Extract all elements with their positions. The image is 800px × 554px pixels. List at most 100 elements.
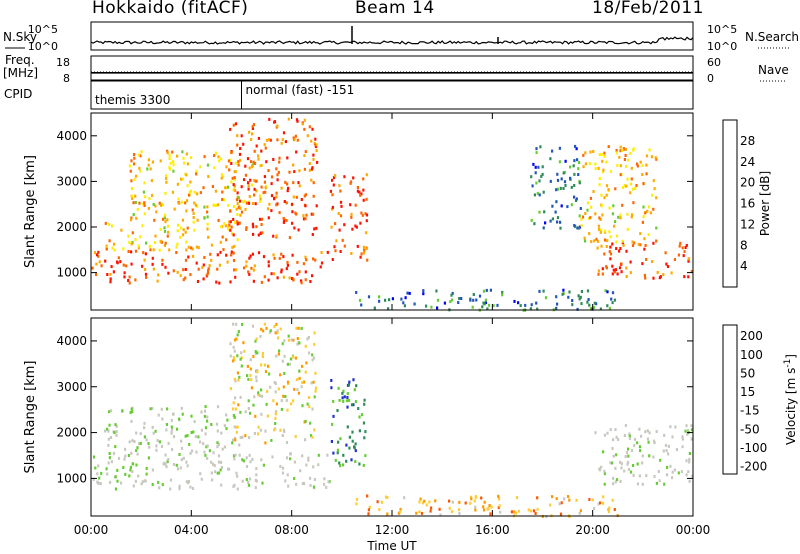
echo-cell xyxy=(564,184,567,187)
echo-cell xyxy=(612,482,615,486)
echo-cell xyxy=(231,441,234,445)
echo-cell xyxy=(192,430,195,434)
echo-cell xyxy=(166,234,169,238)
echo-cell xyxy=(182,228,185,232)
echo-cell xyxy=(305,213,308,217)
echo-cell xyxy=(184,434,187,438)
echo-cell xyxy=(671,476,674,480)
echo-cell xyxy=(647,233,650,237)
echo-cell xyxy=(151,483,154,486)
echo-cell xyxy=(107,437,110,441)
y-tick-label: 2000 xyxy=(56,220,87,234)
noise-sky-line xyxy=(90,36,694,45)
echo-cell xyxy=(206,415,209,419)
echo-cell xyxy=(457,508,461,512)
colorbar-tick-label: 4 xyxy=(740,259,748,273)
echo-cell xyxy=(257,432,260,436)
echo-cell xyxy=(450,293,453,297)
echo-cell xyxy=(232,401,235,405)
echo-cell xyxy=(281,434,284,437)
echo-cell xyxy=(248,453,251,457)
echo-cell xyxy=(107,443,110,447)
echo-cell xyxy=(190,414,193,418)
echo-cell xyxy=(191,247,194,251)
echo-cell xyxy=(140,150,143,154)
echo-cell xyxy=(573,224,576,227)
y-tick-label: 1000 xyxy=(56,266,87,280)
echo-cell xyxy=(291,221,294,225)
echo-cell xyxy=(619,213,622,217)
echo-cell xyxy=(358,429,361,433)
echo-cell xyxy=(273,428,276,432)
echo-cell xyxy=(312,257,315,261)
echo-cell xyxy=(483,302,486,306)
echo-cell xyxy=(628,432,631,436)
echo-cell xyxy=(119,260,122,264)
echo-cell xyxy=(192,254,195,258)
echo-cell xyxy=(106,273,109,276)
echo-cell xyxy=(311,435,314,439)
echo-cell xyxy=(239,158,242,162)
echo-cell xyxy=(167,441,170,445)
echo-cell xyxy=(315,149,318,153)
echo-cell xyxy=(292,136,295,140)
echo-cell xyxy=(589,150,592,154)
echo-cell xyxy=(277,170,280,174)
echo-cell xyxy=(363,436,366,440)
echo-cell xyxy=(260,149,263,153)
echo-cell xyxy=(252,279,255,283)
echo-cell xyxy=(336,448,340,452)
echo-cell xyxy=(257,251,261,255)
echo-cell xyxy=(631,240,634,244)
echo-cell xyxy=(342,453,345,457)
echo-cell xyxy=(167,224,170,228)
echo-cell xyxy=(286,362,289,366)
echo-cell xyxy=(237,206,240,210)
echo-cell xyxy=(98,260,101,264)
echo-cell xyxy=(249,160,253,164)
echo-cell xyxy=(566,205,569,209)
echo-cell xyxy=(246,374,249,378)
echo-cell xyxy=(677,471,680,475)
echo-cell xyxy=(216,405,220,409)
echo-cell xyxy=(232,233,235,237)
echo-cell xyxy=(109,480,112,484)
echo-cell xyxy=(297,228,300,232)
echo-cell xyxy=(208,449,211,453)
echo-cell xyxy=(308,396,311,400)
echo-cell xyxy=(603,433,606,437)
echo-cell xyxy=(280,407,283,411)
echo-cell xyxy=(139,441,142,445)
echo-cell xyxy=(606,431,609,435)
echo-cell xyxy=(234,407,237,411)
echo-cell xyxy=(181,150,184,154)
echo-cell xyxy=(515,496,519,500)
echo-cell xyxy=(474,495,477,498)
echo-cell xyxy=(567,295,570,299)
echo-cell xyxy=(306,134,309,138)
echo-cell xyxy=(154,241,157,244)
echo-cell xyxy=(262,191,265,195)
echo-cell xyxy=(138,166,141,170)
echo-cell xyxy=(159,227,162,231)
echo-cell xyxy=(259,197,262,201)
echo-cell xyxy=(342,389,345,393)
echo-cell xyxy=(190,449,194,453)
echo-cell xyxy=(423,499,426,503)
echo-cell xyxy=(249,477,252,481)
echo-cell xyxy=(589,196,592,200)
colorbar-tick-label: 24 xyxy=(740,155,755,169)
echo-cell xyxy=(292,399,295,403)
echo-cell xyxy=(541,172,544,176)
echo-cell xyxy=(238,453,241,457)
echo-cell xyxy=(363,402,366,406)
echo-cell xyxy=(609,252,613,256)
echo-cell xyxy=(573,184,576,187)
echo-cell xyxy=(245,226,248,230)
echo-cell xyxy=(612,268,615,272)
echo-cell xyxy=(254,414,257,418)
echo-cell xyxy=(156,279,159,283)
echo-cell xyxy=(257,233,260,237)
echo-cell xyxy=(478,294,482,298)
echo-cell xyxy=(165,465,168,469)
